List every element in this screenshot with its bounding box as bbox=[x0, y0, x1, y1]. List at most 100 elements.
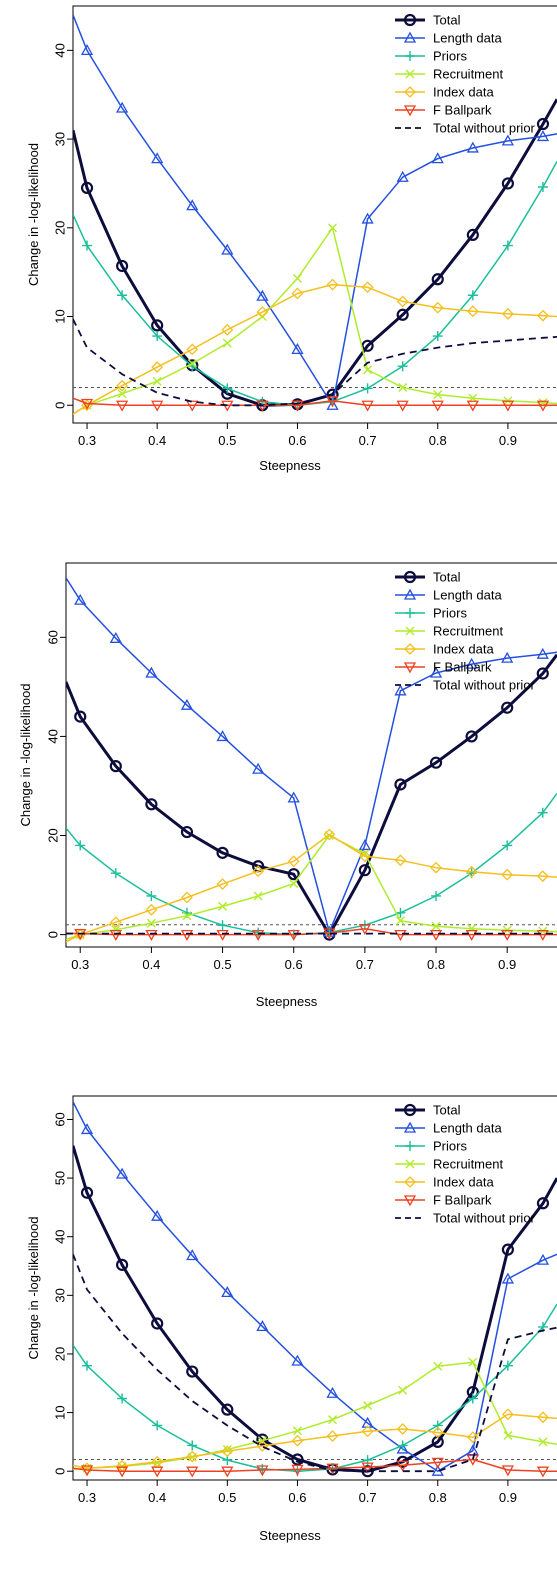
chart-panel-3: 0.3 0.4 0.5 0.6 0.7 0.8 0.9 0 10 20 30 40 50 60 Steepn… bbox=[26, 1095, 557, 1543]
legend-item: Total bbox=[395, 570, 461, 585]
data-point bbox=[361, 1425, 374, 1438]
data-point bbox=[186, 199, 199, 211]
series-total-without-prior bbox=[73, 318, 557, 407]
data-point bbox=[145, 666, 158, 678]
plot-frame bbox=[72, 1095, 557, 1481]
data-point bbox=[292, 1426, 302, 1436]
x-tick-label: 0.8 bbox=[427, 957, 445, 972]
data-point bbox=[180, 825, 194, 839]
data-point bbox=[221, 1445, 234, 1458]
data-point bbox=[80, 1123, 94, 1135]
legend-item: Priors bbox=[395, 1139, 467, 1154]
data-point bbox=[115, 1167, 129, 1179]
data-point bbox=[186, 1450, 199, 1463]
data-point bbox=[396, 170, 409, 182]
data-point bbox=[109, 916, 122, 929]
data-point bbox=[80, 398, 94, 410]
chart-panel-2: 0.3 0.4 0.5 0.6 0.7 0.8 0.9 0 20 40 60 Steepness Cha… bbox=[18, 562, 557, 1009]
data-point bbox=[501, 701, 514, 714]
series-line bbox=[73, 1303, 557, 1472]
data-point bbox=[216, 878, 229, 890]
legend-marker bbox=[405, 1159, 415, 1169]
x-tick-label: 0.8 bbox=[429, 433, 447, 448]
data-point bbox=[181, 891, 193, 904]
legend-label: F Ballpark bbox=[433, 1193, 492, 1208]
series-line bbox=[73, 14, 557, 407]
data-point bbox=[396, 1460, 409, 1472]
data-point bbox=[291, 400, 304, 412]
series-line bbox=[73, 160, 557, 407]
plot-area bbox=[73, 1101, 557, 1478]
x-tick-label: 0.6 bbox=[288, 433, 306, 448]
data-point bbox=[253, 891, 263, 901]
legend-marker bbox=[403, 1121, 417, 1133]
legend-item: Recruitment bbox=[395, 624, 503, 639]
legend-marker bbox=[403, 588, 417, 600]
legend-item: Total bbox=[395, 13, 461, 28]
data-point bbox=[80, 44, 94, 56]
data-point bbox=[256, 306, 269, 319]
plot-area bbox=[66, 577, 557, 943]
data-point bbox=[467, 290, 478, 301]
series-line bbox=[73, 1253, 557, 1473]
data-point bbox=[398, 383, 408, 393]
legend-label: Recruitment bbox=[433, 67, 503, 82]
series-line bbox=[66, 834, 557, 941]
data-point bbox=[186, 400, 199, 412]
legend-item: Length data bbox=[395, 1121, 502, 1136]
data-point bbox=[222, 383, 233, 394]
data-point bbox=[291, 343, 304, 355]
data-point bbox=[80, 1186, 94, 1199]
data-point bbox=[116, 1258, 129, 1271]
legend-label: Total bbox=[433, 13, 461, 28]
y-tick-label: 50 bbox=[52, 1171, 67, 1185]
data-point bbox=[431, 301, 444, 314]
data-point bbox=[145, 929, 158, 941]
legend-marker bbox=[403, 31, 417, 43]
legend-item: Priors bbox=[395, 606, 467, 621]
legend-item: Recruitment bbox=[395, 67, 503, 82]
legend-marker bbox=[404, 86, 416, 98]
data-point bbox=[466, 228, 479, 242]
data-point bbox=[252, 762, 265, 774]
data-point bbox=[287, 791, 300, 803]
data-point bbox=[152, 1420, 163, 1431]
data-point bbox=[115, 101, 129, 113]
data-point bbox=[151, 319, 164, 332]
series-line bbox=[73, 1145, 557, 1473]
x-tick-label: 0.9 bbox=[499, 433, 517, 448]
x-tick-label: 0.3 bbox=[71, 957, 89, 972]
data-point bbox=[431, 152, 444, 164]
series-f-ballpark bbox=[66, 924, 557, 941]
y-tick-label: 40 bbox=[52, 1229, 67, 1243]
data-point bbox=[430, 861, 442, 874]
data-point bbox=[536, 1253, 550, 1265]
legend-label: Index data bbox=[433, 85, 494, 100]
data-point bbox=[501, 177, 514, 190]
data-point bbox=[221, 243, 234, 255]
series-total bbox=[66, 653, 557, 941]
legend-label: Length data bbox=[433, 1121, 502, 1136]
data-point bbox=[326, 1430, 339, 1442]
data-point bbox=[109, 760, 122, 773]
legend-label: Priors bbox=[433, 606, 467, 621]
x-tick-label: 0.3 bbox=[78, 1490, 96, 1505]
data-point bbox=[429, 929, 443, 941]
data-point bbox=[287, 929, 300, 941]
legend-marker bbox=[404, 1176, 416, 1188]
data-point bbox=[466, 305, 479, 318]
data-point bbox=[109, 631, 122, 643]
series-line bbox=[73, 98, 557, 407]
x-tick-label: 0.5 bbox=[214, 957, 232, 972]
data-point bbox=[82, 1360, 93, 1371]
data-point bbox=[256, 1440, 269, 1452]
legend-item: Recruitment bbox=[395, 1157, 503, 1172]
data-point bbox=[115, 1466, 129, 1478]
legend-marker bbox=[403, 570, 417, 584]
data-point bbox=[117, 290, 128, 301]
data-point bbox=[466, 400, 479, 412]
data-point bbox=[110, 868, 121, 879]
data-point bbox=[536, 929, 549, 941]
data-point bbox=[221, 1466, 234, 1478]
data-point bbox=[221, 1286, 234, 1298]
